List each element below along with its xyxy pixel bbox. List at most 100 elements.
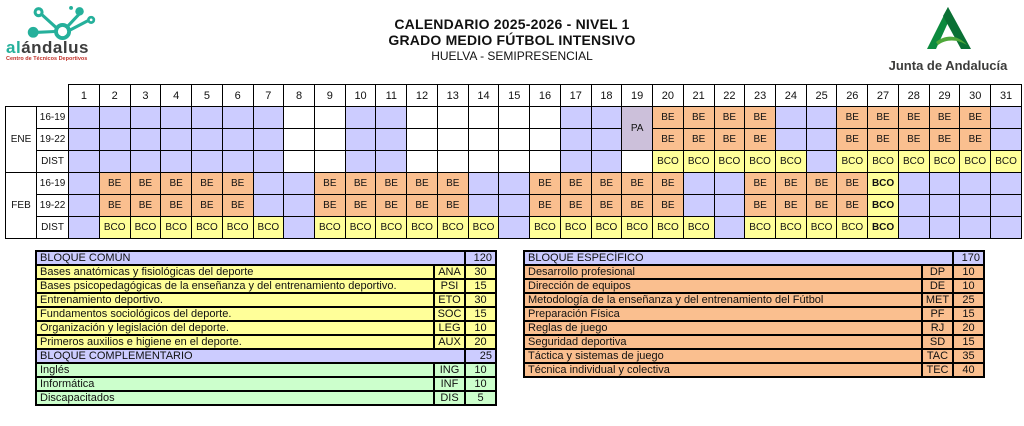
day-header: 26 (836, 84, 869, 107)
day-cell: BCO (990, 150, 1022, 173)
calendar-row: FEB 16-19 BE BE BE BE BE BE BE BE BE BE BE BE BE BE BE BE… (4, 172, 1022, 239)
subject-code: RJ (921, 320, 954, 336)
subject-code: DE (921, 278, 954, 294)
day-cell (129, 150, 162, 173)
day-header: 4 (160, 84, 193, 107)
day-cell (990, 194, 1022, 217)
subject-name: Reglas de juego (523, 320, 923, 336)
subject-name: Discapacitados (35, 390, 435, 406)
day-cell (406, 150, 438, 173)
day-cell: BCO (252, 216, 285, 239)
subject-code: MET (921, 292, 954, 308)
day-cell: BE (406, 172, 438, 195)
subject-code: AUX (433, 334, 466, 350)
subject-row: Discapacitados DIS 5 (35, 390, 497, 406)
day-cell: BE (160, 194, 193, 217)
day-cell (959, 172, 992, 195)
day-cell: BE (375, 172, 408, 195)
subject-row: Bases anatómicas y fisiológicas del depo… (35, 264, 497, 280)
calendar-row: DIST BCO BCO BCO BCO BCO BCO BCO BCO BCO BCO BCO BCO… (6, 216, 1022, 239)
day-header: 27 (867, 84, 899, 107)
day-cell: BE (406, 194, 438, 217)
day-cell: BE (313, 194, 346, 217)
day-cell: BE (129, 194, 162, 217)
subject-row: Metodología de la enseñanza y del entren… (523, 292, 985, 308)
day-cell: BCO (436, 216, 469, 239)
day-cell: BE (682, 106, 715, 129)
day-cell: BE (344, 194, 377, 217)
day-cell: BE (160, 172, 193, 195)
subject-row: Dirección de equipos DE 10 (523, 278, 985, 294)
section-title: BLOQUE COMPLEMENTARIO (35, 348, 466, 364)
alandalus-wordmark: alándalus (6, 38, 89, 57)
day-cell: BE (221, 172, 254, 195)
day-cell (191, 150, 223, 173)
day-cell (129, 106, 162, 129)
subject-row: Preparación Física PF 15 (523, 306, 985, 322)
day-cell: BCO (867, 216, 899, 239)
day-cell: BE (590, 194, 623, 217)
day-cell (98, 150, 131, 173)
day-header: 7 (252, 84, 285, 107)
subject-code: PF (921, 306, 954, 322)
day-cell: BCO (744, 216, 776, 239)
day-cell (283, 172, 315, 195)
month-label: FEB (4, 172, 38, 239)
day-cell (160, 106, 193, 129)
day-cell: BE (621, 194, 654, 217)
day-cell (498, 150, 531, 173)
day-cell (221, 106, 254, 129)
day-header: 12 (406, 84, 438, 107)
alandalus-subtitle: Centro de Técnicos Deportivos (6, 56, 88, 62)
day-header: 21 (682, 84, 715, 107)
subject-hours: 20 (464, 334, 497, 350)
day-cell (68, 150, 100, 173)
day-header: 13 (436, 84, 469, 107)
day-header: 3 (129, 84, 162, 107)
title-line-3: HUELVA - SEMIPRESENCIAL (431, 49, 593, 63)
day-cell (713, 194, 746, 217)
section-hours: 25 (464, 348, 497, 364)
day-header: 20 (652, 84, 684, 107)
day-header: 17 (559, 84, 592, 107)
day-header: 18 (590, 84, 623, 107)
day-header: 9 (313, 84, 346, 107)
subject-hours: 20 (952, 320, 985, 336)
block-section-header: BLOQUE COMÚN 120 (35, 250, 497, 266)
day-cell: BCO (867, 172, 899, 195)
day-cell (713, 172, 746, 195)
day-cell (774, 106, 807, 129)
subject-code: INF (433, 376, 466, 392)
subject-row: Entrenamiento deportivo. ETO 30 (35, 292, 497, 308)
day-cell (129, 128, 162, 151)
day-cell (529, 128, 561, 151)
day-cell: BE (836, 106, 869, 129)
day-cell: BCO (652, 150, 684, 173)
slot-label: 16-19 (36, 106, 70, 129)
day-cell: BE (652, 194, 684, 217)
slot-label: DIST (36, 150, 70, 173)
day-cell (897, 194, 930, 217)
day-cell: BE (897, 128, 930, 151)
day-cell (436, 150, 469, 173)
day-cell: BE (682, 128, 715, 151)
day-cell: BE (529, 172, 561, 195)
day-cell: BE (559, 172, 592, 195)
day-cell: BCO (344, 216, 377, 239)
subject-code: TAC (921, 348, 954, 364)
day-cell: PA (621, 106, 654, 151)
slot-label: 16-19 (36, 172, 70, 195)
day-cell: BE (805, 194, 838, 217)
day-cell: BCO (98, 216, 131, 239)
day-cell (805, 106, 838, 129)
day-cell (98, 106, 131, 129)
day-cell (221, 150, 254, 173)
day-cell: BE (129, 172, 162, 195)
day-cell (191, 106, 223, 129)
day-cell: BCO (406, 216, 438, 239)
day-cell (252, 128, 285, 151)
day-header: 31 (990, 84, 1022, 107)
day-cell (68, 172, 100, 195)
subject-row: Informática INF 10 (35, 376, 497, 392)
day-cell: BE (774, 194, 807, 217)
